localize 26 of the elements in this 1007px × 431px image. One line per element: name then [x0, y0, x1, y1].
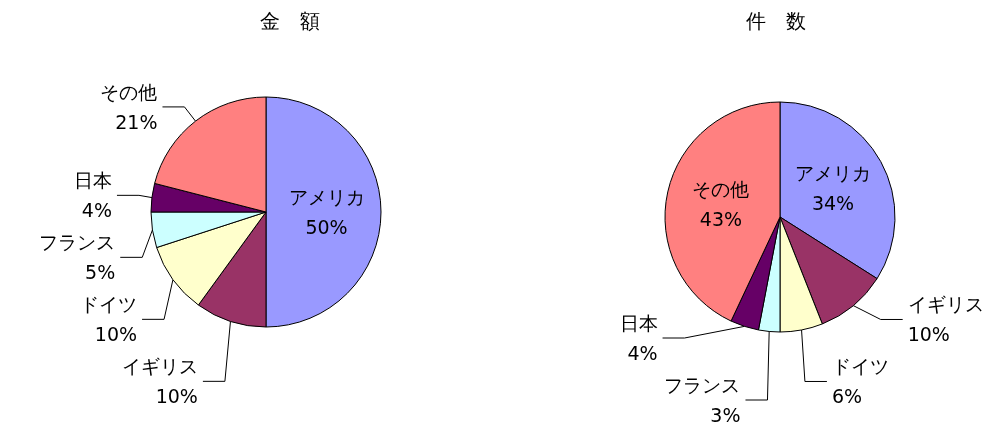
data-label: 21%	[115, 110, 158, 133]
slice-label: ドイツ	[80, 293, 138, 316]
slice-label: その他	[100, 80, 158, 103]
slice-label: アメリカ	[288, 186, 365, 208]
slice-label: 日本	[619, 312, 658, 334]
slice-label: イギリス	[121, 355, 198, 378]
data-label: 43%	[699, 207, 743, 230]
data-label: 10%	[155, 385, 198, 408]
slice-label: イギリス	[907, 293, 984, 316]
data-label: 4%	[81, 199, 112, 222]
data-label: 10%	[907, 323, 950, 346]
slice-label: アメリカ	[795, 161, 872, 184]
chart-title: 件 数	[746, 9, 806, 33]
slice-label: ドイツ	[831, 355, 889, 378]
slice-label: フランス	[664, 374, 741, 396]
data-label: 3%	[710, 404, 741, 426]
slice-label: フランス	[39, 231, 116, 254]
slice-label: 日本	[73, 169, 112, 192]
data-label: 50%	[305, 216, 348, 238]
data-label: 10%	[94, 323, 138, 346]
data-label: 5%	[85, 261, 116, 284]
data-label: 4%	[627, 342, 658, 364]
data-label: 6%	[831, 385, 863, 408]
data-label: 34%	[811, 191, 855, 214]
slice-label: その他	[692, 177, 750, 200]
chart-title: 金 額	[260, 9, 320, 33]
